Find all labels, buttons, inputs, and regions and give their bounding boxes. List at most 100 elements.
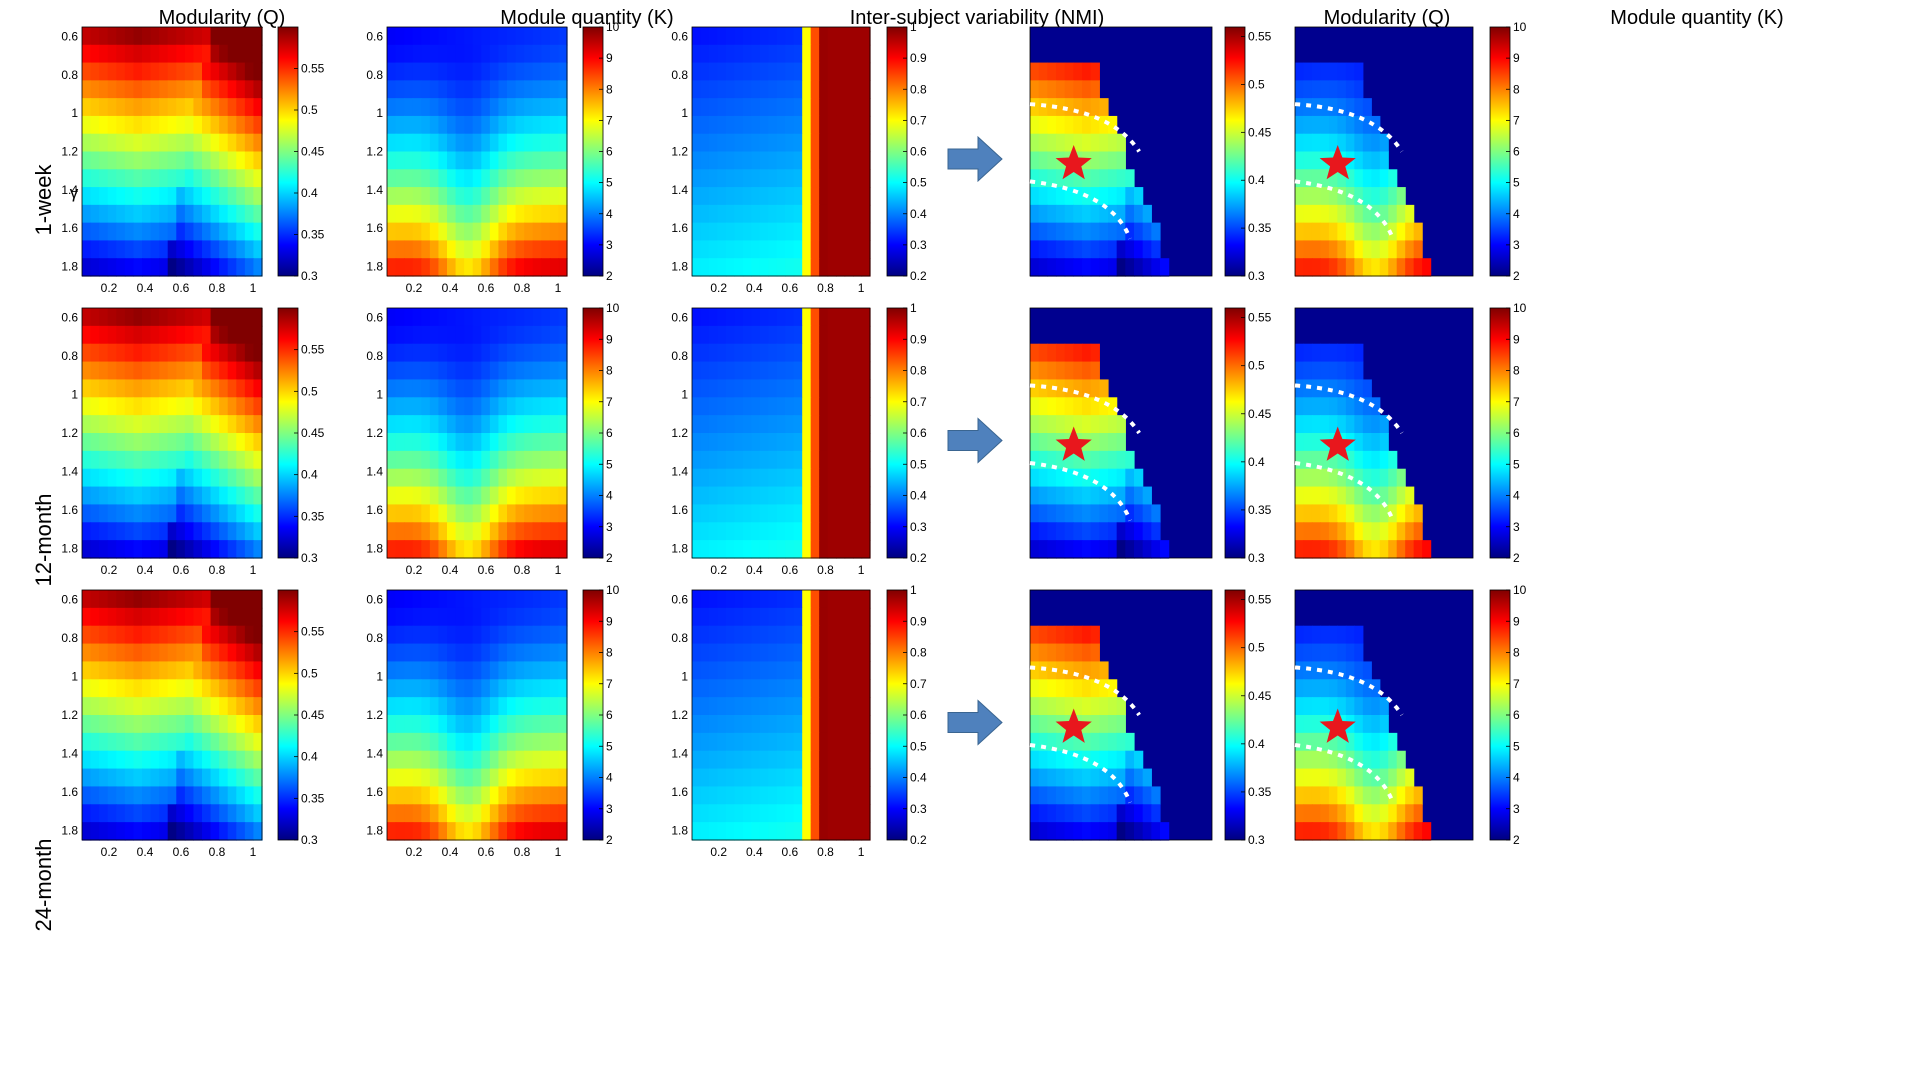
heatmap-cell: [472, 468, 482, 488]
heatmap-cell: [793, 590, 803, 609]
heatmap-cell: [1396, 540, 1406, 559]
heatmap-cell: [768, 115, 778, 135]
heatmap-cell: [549, 697, 560, 716]
heatmap-cell: [498, 522, 508, 541]
heatmap-cell: [853, 522, 863, 541]
heatmap-cell: [776, 240, 786, 259]
heatmap-cell: [717, 661, 727, 680]
heatmap-cell: [1320, 786, 1330, 805]
heatmap-cell: [429, 258, 440, 277]
heatmap-cell: [1108, 450, 1118, 470]
heatmap-cell: [253, 486, 263, 506]
heatmap-cell: [116, 750, 126, 770]
optimal-star-marker: [1319, 145, 1356, 180]
heatmap-cell: [210, 486, 220, 506]
heatmap-cell: [236, 80, 246, 99]
heatmap-cell: [167, 187, 177, 206]
y-tick-label: 1.6: [61, 503, 78, 517]
heatmap-cell: [412, 697, 422, 716]
heatmap-cell: [793, 732, 803, 752]
heatmap-cell: [202, 486, 212, 506]
y-tick-label: 1.2: [671, 426, 688, 440]
heatmap-cell: [734, 80, 744, 99]
heatmap-cell: [532, 44, 542, 64]
heatmap-cell: [447, 204, 457, 224]
heatmap-cell: [1371, 715, 1381, 734]
heatmap-cell: [150, 522, 160, 541]
heatmap-cell: [708, 169, 719, 188]
colorbar-tick-label: 0.2: [910, 269, 927, 283]
heatmap-cell: [558, 504, 568, 523]
heatmap-cell: [99, 222, 109, 242]
heatmap-cell: [412, 450, 422, 470]
heatmap-cell: [768, 258, 778, 277]
heatmap-cell: [793, 697, 803, 716]
heatmap-cell: [532, 343, 542, 363]
heatmap-cell: [429, 204, 440, 224]
heatmap-cell: [498, 397, 508, 416]
heatmap-cell: [184, 804, 195, 823]
colorbar-tick-label: 0.3: [1248, 551, 1265, 565]
heatmap-cell: [176, 258, 186, 277]
heatmap-cell: [464, 397, 474, 416]
heatmap-cell: [861, 679, 871, 698]
heatmap-cell: [1090, 133, 1100, 153]
heatmap-cell: [193, 679, 203, 698]
heatmap-cell: [1056, 240, 1066, 259]
heatmap-cell: [1064, 62, 1074, 81]
heatmap-cell: [1337, 80, 1347, 99]
heatmap-cell: [1320, 62, 1330, 81]
heatmap-cell: [421, 44, 431, 64]
heatmap-cell: [1073, 822, 1083, 841]
heatmap-cell: [785, 44, 795, 64]
heatmap-cell: [1303, 98, 1313, 117]
heatmap-cell: [810, 590, 820, 609]
heatmap-cell: [253, 62, 263, 81]
heatmap-cell: [1056, 750, 1066, 770]
heatmap-cell: [150, 804, 160, 823]
heatmap-cell: [244, 115, 255, 135]
colorbar-tick-label: 0.7: [910, 395, 927, 409]
heatmap-cell: [844, 486, 854, 506]
heatmap-cell: [1142, 804, 1152, 823]
heatmap-cell: [455, 240, 465, 259]
heatmap-cell: [524, 62, 534, 81]
heatmap-cell: [159, 343, 169, 363]
heatmap-cell: [99, 151, 109, 170]
heatmap-cell: [1328, 187, 1338, 206]
heatmap-cell: [184, 625, 195, 645]
heatmap-cell: [751, 697, 761, 716]
heatmap-cell: [844, 732, 854, 752]
heatmap-cell: [793, 822, 803, 841]
heatmap-cell: [236, 187, 246, 206]
heatmap-cell: [1354, 468, 1364, 488]
heatmap-cell: [150, 151, 160, 170]
heatmap-cell: [227, 715, 237, 734]
heatmap-cell: [836, 486, 846, 506]
heatmap-cell: [1295, 540, 1305, 559]
heatmap-cell: [455, 80, 465, 99]
heatmap-cell: [489, 222, 500, 242]
heatmap-cell: [861, 98, 871, 117]
heatmap-cell: [133, 732, 143, 752]
heatmap-cell: [692, 415, 702, 434]
heatmap-cell: [99, 540, 109, 559]
heatmap-cell: [1422, 822, 1432, 841]
heatmap-cell: [734, 415, 744, 434]
heatmap-cell: [768, 768, 778, 788]
heatmap-cell: [759, 504, 769, 523]
heatmap-cell: [1064, 786, 1074, 805]
heatmap-cell: [1099, 115, 1109, 135]
heatmap-cell: [1125, 504, 1135, 523]
heatmap-cell: [253, 98, 263, 117]
heatmap-cell: [429, 308, 440, 327]
heatmap-cell: [1125, 768, 1135, 788]
heatmap-cell: [785, 486, 795, 506]
heatmap-cell: [412, 679, 422, 698]
heatmap-cell: [142, 504, 152, 523]
heatmap-cell: [853, 661, 863, 680]
heatmap-cell: [253, 433, 263, 452]
heatmap-cell: [438, 361, 448, 381]
heatmap-cell: [1108, 115, 1118, 135]
heatmap-cell: [692, 397, 702, 416]
